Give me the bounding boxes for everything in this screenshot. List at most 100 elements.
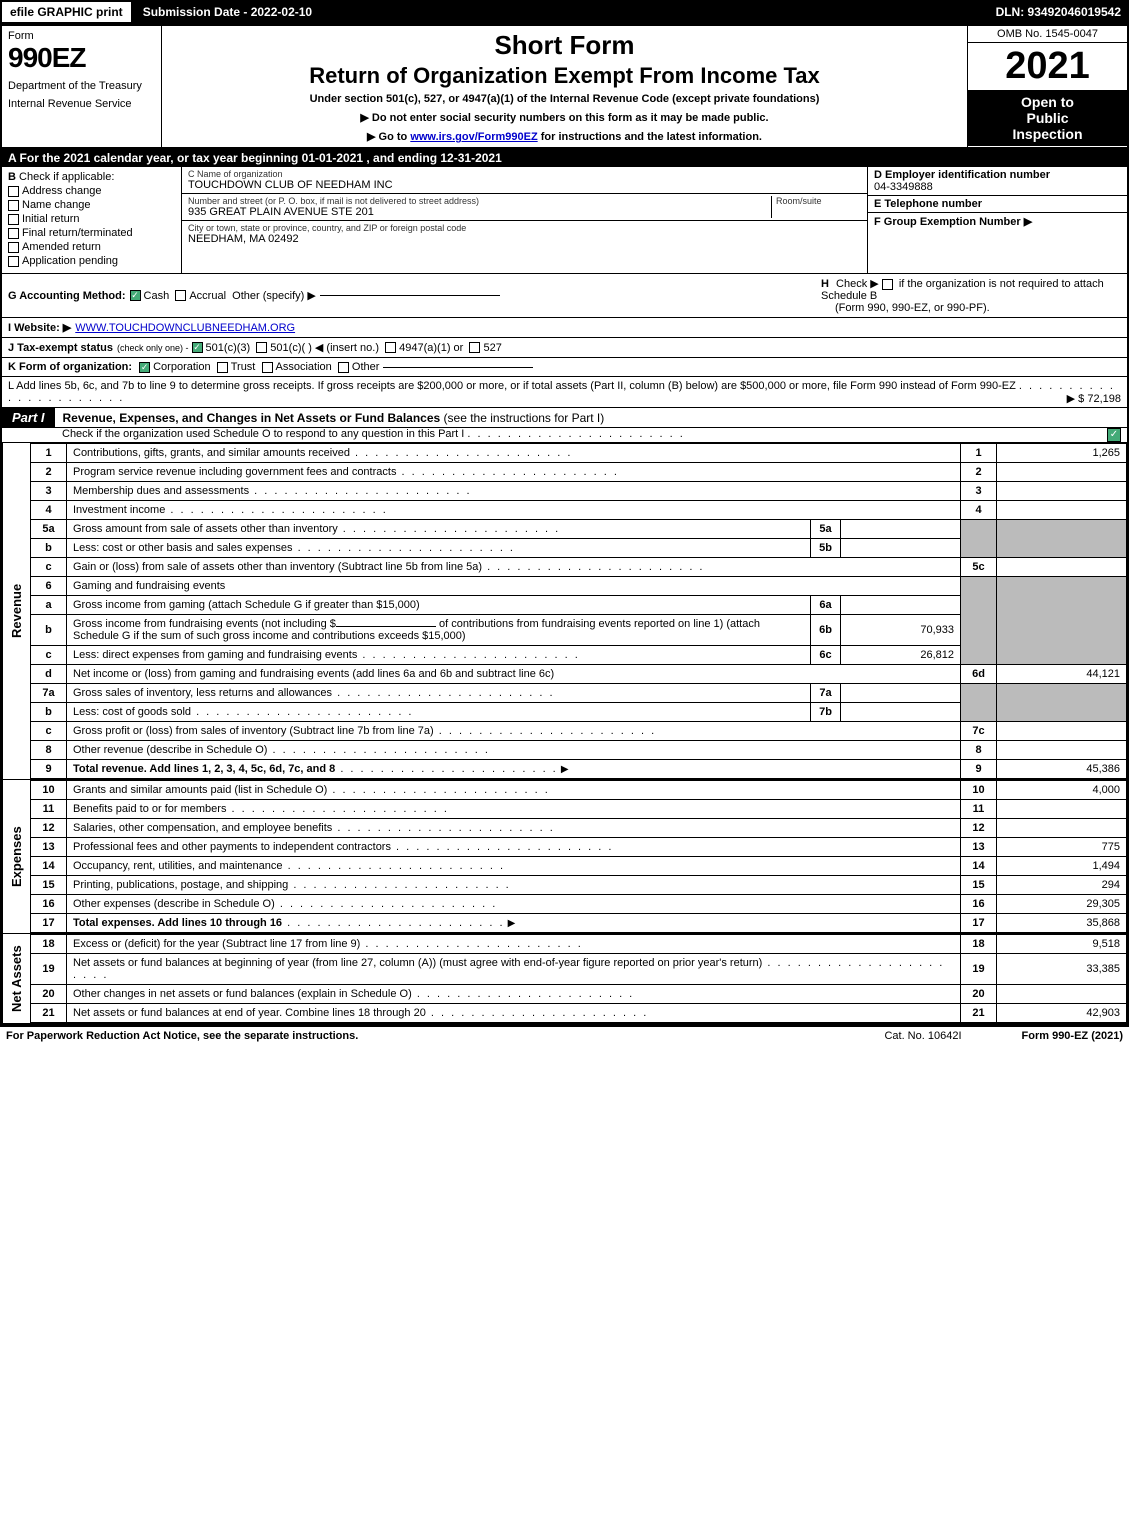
submission-date-label: Submission Date - 2022-02-10: [133, 0, 322, 24]
chk-address-change[interactable]: Address change: [8, 185, 175, 197]
l12-rn: 12: [961, 819, 997, 838]
l6d-rn: 6d: [961, 665, 997, 684]
l10-rv: 4,000: [997, 781, 1127, 800]
k-other-line: [383, 367, 533, 368]
chk-other-org[interactable]: [338, 362, 349, 373]
l18-num: 18: [31, 935, 67, 954]
short-form-title: Short Form: [170, 30, 959, 61]
line-a: A For the 2021 calendar year, or tax yea…: [2, 149, 1127, 167]
b-sub: Check if applicable:: [19, 171, 114, 183]
l3-desc: Membership dues and assessments: [73, 485, 249, 497]
line-16: 16 Other expenses (describe in Schedule O…: [31, 895, 1127, 914]
chk-final-return[interactable]: Final return/terminated: [8, 227, 175, 239]
l5a-desc: Gross amount from sale of assets other t…: [73, 523, 338, 535]
l7c-rn: 7c: [961, 722, 997, 741]
chk-501c[interactable]: [256, 342, 267, 353]
chk-initial-return[interactable]: Initial return: [8, 213, 175, 225]
l5b-desc: Less: cost or other basis and sales expe…: [73, 542, 293, 554]
k-label: K Form of organization:: [8, 361, 132, 373]
part-1-schedule-o-check[interactable]: ✓: [1107, 428, 1121, 442]
chk-cash[interactable]: ✓: [130, 290, 141, 301]
part-1-header: Part I Revenue, Expenses, and Changes in…: [2, 408, 1127, 428]
l16-num: 16: [31, 895, 67, 914]
net-assets-table: 18Excess or (deficit) for the year (Subt…: [30, 934, 1127, 1023]
l6d-desc: Net income or (loss) from gaming and fun…: [73, 668, 554, 680]
chk-amended-return[interactable]: Amended return: [8, 241, 175, 253]
org-city: NEEDHAM, MA 02492: [188, 233, 861, 245]
chk-final-return-label: Final return/terminated: [22, 227, 133, 239]
chk-name-change[interactable]: Name change: [8, 199, 175, 211]
tax-year: 2021: [968, 43, 1127, 90]
l12-rv: [997, 819, 1127, 838]
l9-num: 9: [31, 760, 67, 779]
l15-rn: 15: [961, 876, 997, 895]
form-number: 990EZ: [8, 42, 155, 74]
l1-rn: 1: [961, 444, 997, 463]
open-public-inspection: Open to Public Inspection: [968, 90, 1127, 146]
line-8: 8 Other revenue (describe in Schedule O)…: [31, 741, 1127, 760]
line-6: 6 Gaming and fundraising events: [31, 577, 1127, 596]
h-letter: H: [821, 278, 829, 290]
l3-rn: 3: [961, 482, 997, 501]
section-b-through-f: B Check if applicable: Address change Na…: [2, 167, 1127, 274]
l1-num: 1: [31, 444, 67, 463]
l10-num: 10: [31, 781, 67, 800]
l11-desc: Benefits paid to or for members: [73, 803, 226, 815]
part-1-sub: Check if the organization used Schedule …: [2, 428, 1107, 442]
l6-desc: Gaming and fundraising events: [67, 577, 961, 596]
j-label: J Tax-exempt status: [8, 342, 113, 354]
main-title: Return of Organization Exempt From Incom…: [170, 63, 959, 89]
chk-address-change-label: Address change: [22, 185, 102, 197]
part-1-sub-text: Check if the organization used Schedule …: [62, 428, 464, 440]
chk-application-pending[interactable]: Application pending: [8, 255, 175, 267]
chk-association[interactable]: [262, 362, 273, 373]
chk-h[interactable]: [882, 279, 893, 290]
k-o3: Association: [276, 361, 332, 373]
irs-link[interactable]: www.irs.gov/Form990EZ: [410, 131, 537, 143]
chk-accrual[interactable]: [175, 290, 186, 301]
l5c-rn: 5c: [961, 558, 997, 577]
form-word: Form: [8, 30, 155, 42]
j-o3: 4947(a)(1) or: [399, 342, 463, 354]
goto-post: for instructions and the latest informat…: [538, 131, 762, 143]
line-6d: d Net income or (loss) from gaming and f…: [31, 665, 1127, 684]
column-c-org-info: C Name of organization TOUCHDOWN CLUB OF…: [182, 167, 867, 273]
l15-num: 15: [31, 876, 67, 895]
l7c-num: c: [31, 722, 67, 741]
l7b-sv: [841, 703, 961, 722]
l8-desc: Other revenue (describe in Schedule O): [73, 744, 267, 756]
l13-desc: Professional fees and other payments to …: [73, 841, 391, 853]
line-l: L Add lines 5b, 6c, and 7b to line 9 to …: [2, 377, 1127, 408]
column-b-checkboxes: B Check if applicable: Address change Na…: [2, 167, 182, 273]
c-city-label: City or town, state or province, country…: [188, 223, 861, 233]
l17-rn: 17: [961, 914, 997, 933]
efile-print-button[interactable]: efile GRAPHIC print: [0, 0, 133, 24]
part-1-sub-dots: [467, 428, 684, 440]
l6d-rv: 44,121: [997, 665, 1127, 684]
revenue-section: Revenue 1 Contributions, gifts, grants, …: [2, 443, 1127, 780]
l10-desc: Grants and similar amounts paid (list in…: [73, 784, 327, 796]
d-ein-value: 04-3349888: [874, 181, 1121, 193]
chk-trust[interactable]: [217, 362, 228, 373]
l14-desc: Occupancy, rent, utilities, and maintena…: [73, 860, 283, 872]
l1-desc: Contributions, gifts, grants, and simila…: [73, 447, 350, 459]
l5ab-shade-v: [997, 520, 1127, 558]
l6b-sn: 6b: [811, 615, 841, 646]
open-line2: Public: [970, 110, 1125, 126]
line-2: 2 Program service revenue including gove…: [31, 463, 1127, 482]
l16-desc: Other expenses (describe in Schedule O): [73, 898, 275, 910]
chk-501c3[interactable]: ✓: [192, 342, 203, 353]
l2-desc: Program service revenue including govern…: [73, 466, 396, 478]
website-link[interactable]: WWW.TOUCHDOWNCLUBNEEDHAM.ORG: [75, 322, 295, 334]
g-cash: Cash: [144, 290, 170, 302]
line-j: J Tax-exempt status (check only one) - ✓…: [2, 338, 1127, 358]
l21-desc: Net assets or fund balances at end of ye…: [73, 1007, 426, 1019]
l9-rv: 45,386: [997, 760, 1127, 779]
chk-4947[interactable]: [385, 342, 396, 353]
header-mid: Short Form Return of Organization Exempt…: [162, 26, 967, 147]
form-header: Form 990EZ Department of the Treasury In…: [2, 26, 1127, 149]
chk-corporation[interactable]: ✓: [139, 362, 150, 373]
chk-527[interactable]: [469, 342, 480, 353]
l5c-desc: Gain or (loss) from sale of assets other…: [73, 561, 482, 573]
l7b-desc: Less: cost of goods sold: [73, 706, 191, 718]
